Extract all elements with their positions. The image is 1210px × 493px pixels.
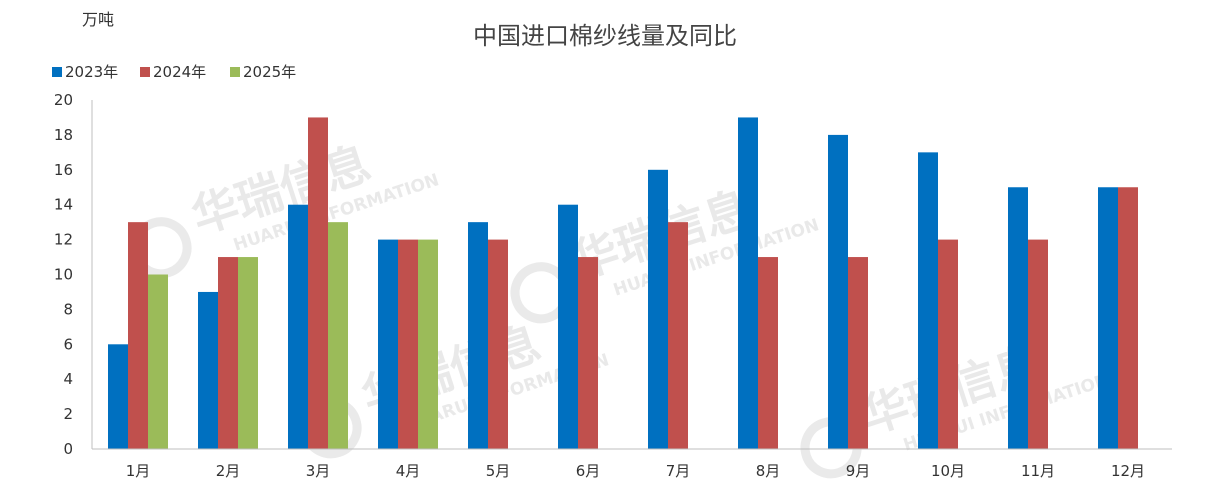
y-axis-unit-label: 万吨 (82, 10, 114, 29)
bar (1098, 187, 1118, 449)
x-tick-label: 2月 (216, 462, 241, 480)
x-tick-label: 5月 (486, 462, 511, 480)
x-tick-label: 12月 (1111, 462, 1145, 480)
bar (648, 169, 668, 450)
bar (218, 257, 238, 449)
bar (558, 204, 578, 449)
x-tick-label: 1月 (126, 462, 151, 480)
bar (328, 222, 348, 449)
series-0 (108, 117, 1118, 450)
bar (758, 257, 778, 449)
legend-swatch (230, 67, 240, 77)
x-tick-label: 4月 (396, 462, 421, 480)
bar (918, 152, 938, 449)
legend-label: 2025年 (243, 63, 296, 81)
y-tick-label: 8 (63, 300, 73, 318)
bar (1028, 239, 1048, 449)
y-tick-label: 10 (54, 266, 73, 284)
chart-title: 中国进口棉纱线量及同比 (473, 22, 737, 50)
legend-item: 2023年 (52, 63, 118, 81)
x-tick-label: 11月 (1021, 462, 1055, 480)
x-tick-label: 10月 (931, 462, 965, 480)
series-2 (148, 222, 438, 449)
y-tick-label: 16 (54, 161, 73, 179)
bar (238, 257, 258, 449)
y-axis-ticks: 0 2 4 6 8 10 12 14 16 18 20 (54, 91, 73, 458)
bar (738, 117, 758, 449)
y-tick-label: 2 (63, 405, 73, 423)
bar (1008, 187, 1028, 449)
bar (378, 239, 398, 449)
x-tick-label: 9月 (846, 462, 871, 480)
legend-label: 2024年 (153, 63, 206, 81)
bar (288, 204, 308, 449)
bar (308, 117, 328, 449)
y-tick-label: 0 (63, 440, 73, 458)
bar (468, 222, 488, 449)
bar (398, 239, 418, 449)
y-tick-label: 12 (54, 231, 73, 249)
y-tick-label: 4 (63, 370, 73, 388)
bar (418, 239, 438, 449)
x-axis-ticks: 1月 2月 3月 4月 5月 6月 7月 8月 9月 10月 11月 12月 (126, 462, 1145, 480)
legend-item: 2024年 (140, 63, 206, 81)
bar (578, 257, 598, 449)
legend-item: 2025年 (230, 63, 296, 81)
bar (198, 291, 218, 449)
y-tick-label: 18 (54, 126, 73, 144)
x-tick-label: 7月 (666, 462, 691, 480)
bar (848, 257, 868, 449)
bars (108, 117, 1138, 450)
legend-label: 2023年 (65, 63, 118, 81)
bar (668, 222, 688, 449)
x-tick-label: 6月 (576, 462, 601, 480)
legend-swatch (140, 67, 150, 77)
series-1 (128, 117, 1138, 449)
bar (148, 274, 168, 449)
x-tick-label: 8月 (756, 462, 781, 480)
bar (488, 239, 508, 449)
bar (128, 222, 148, 449)
bar (938, 239, 958, 449)
bar (108, 344, 128, 449)
x-tick-label: 3月 (306, 462, 331, 480)
legend: 2023年 2024年 2025年 (52, 63, 296, 81)
legend-swatch (52, 67, 62, 77)
bar (828, 134, 848, 449)
y-tick-label: 14 (54, 196, 73, 214)
bar (1118, 187, 1138, 449)
y-tick-label: 20 (54, 91, 73, 109)
y-tick-label: 6 (63, 335, 73, 353)
